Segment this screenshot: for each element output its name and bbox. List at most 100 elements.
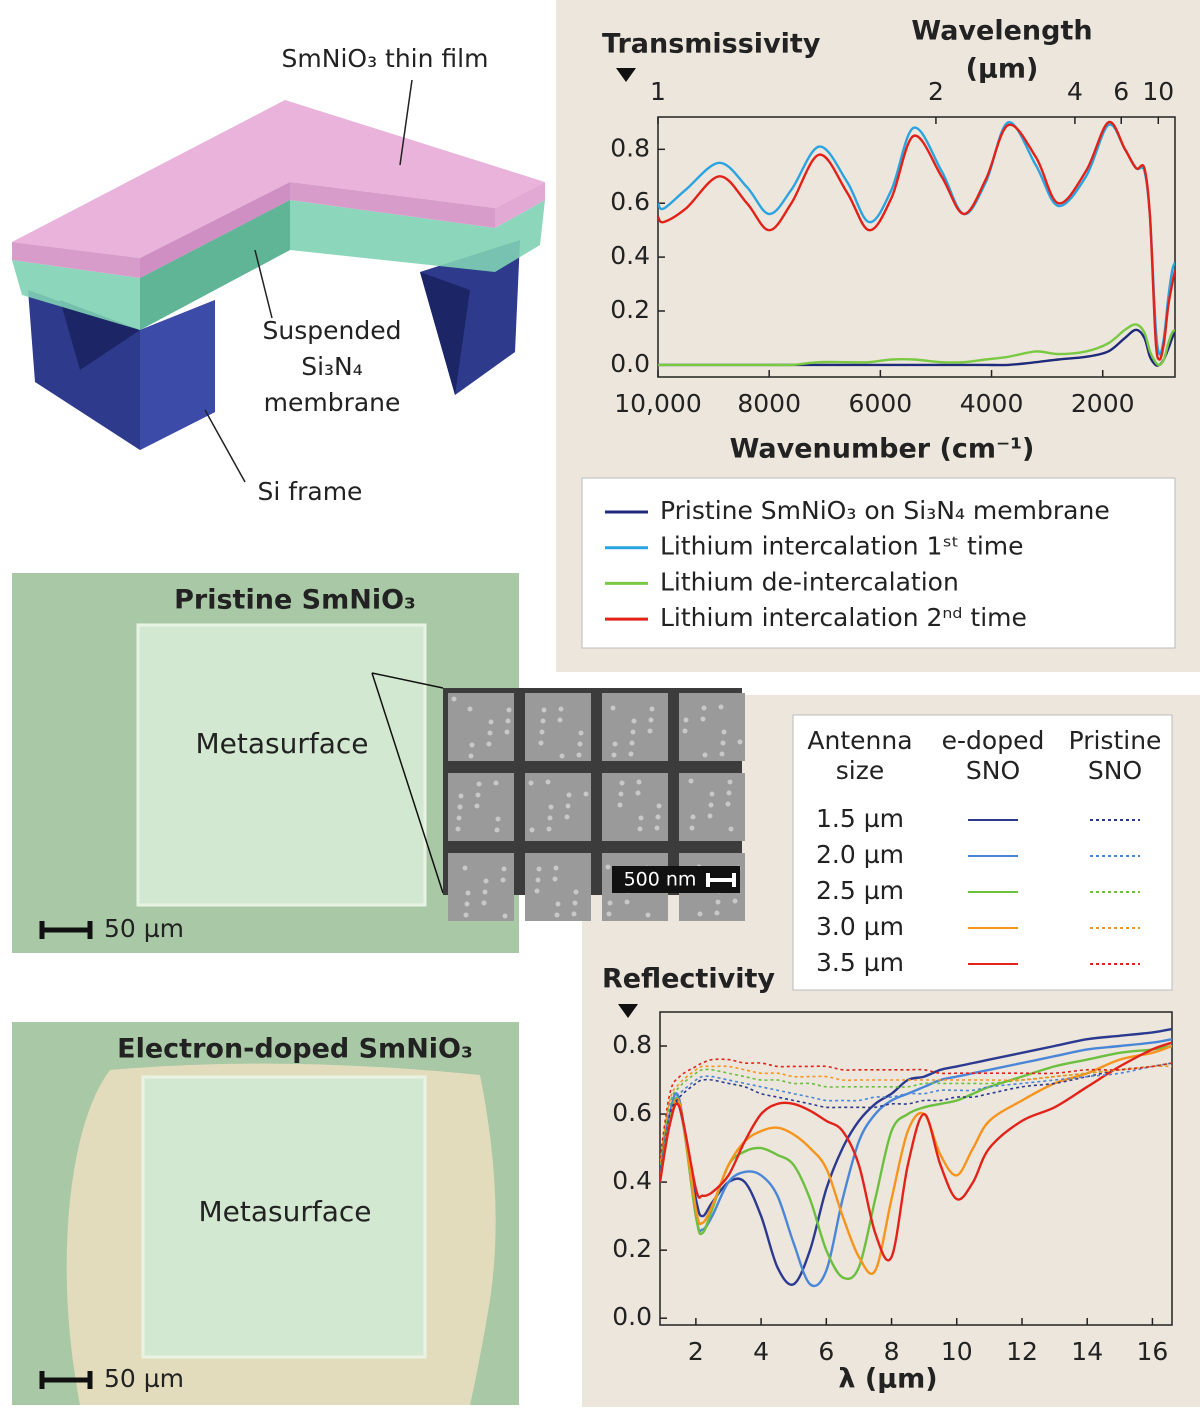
y-axis-title: Reflectivity [602, 964, 775, 995]
sem-grain [546, 826, 552, 832]
sem-grain [451, 696, 457, 702]
sem-grain [645, 912, 651, 918]
y-tick-label: 0.4 [610, 241, 650, 270]
sem-grain [528, 780, 534, 786]
y-tick-label: 0.2 [610, 295, 650, 324]
si-frame [140, 300, 215, 450]
x-tick-label: 10,000 [614, 389, 701, 418]
data-line [660, 1062, 1172, 1166]
sem-grain [583, 791, 589, 797]
sem-grain [535, 877, 541, 883]
sem-grain [558, 706, 564, 712]
sem-square [679, 693, 745, 761]
data-line [660, 1062, 1172, 1166]
y-tick-label: 0.8 [612, 1030, 652, 1059]
sem-grain [726, 790, 732, 796]
leader-line [204, 409, 246, 483]
sem-grain [714, 910, 720, 916]
sem-grain [702, 752, 708, 758]
sem-grain [619, 780, 625, 786]
sem-grain [630, 729, 636, 735]
x-tick-label: 6 [818, 1337, 834, 1366]
sem-square [448, 853, 514, 921]
sem-grain [606, 911, 612, 917]
scale-bar-label: 50 µm [104, 1364, 184, 1393]
data-line [660, 1041, 1172, 1262]
sem-grain [578, 730, 584, 736]
metasurface-region [141, 1075, 427, 1359]
thin-film [12, 100, 545, 258]
sem-grain [465, 890, 471, 896]
sem-grain [636, 779, 642, 785]
sem-grain [571, 911, 577, 917]
sem-grain [628, 751, 634, 757]
sem-grain [486, 741, 492, 747]
legend-label: 3.5 µm [816, 948, 904, 977]
sem-grain [548, 804, 554, 810]
arrow [618, 1004, 638, 1018]
sem-grain [683, 717, 689, 723]
legend-label: Lithium intercalation 2ⁿᵈ time [660, 603, 1027, 632]
sem-grain [688, 778, 694, 784]
legend-header: Antenna [807, 726, 912, 755]
sem-grain [495, 816, 501, 822]
legend-label: 2.0 µm [816, 840, 904, 869]
legend-header: size [836, 756, 884, 785]
thin-film [495, 182, 545, 228]
sem-grain [502, 913, 508, 919]
device-diagram: SmNiO₃ thin film Suspended Si₃N₄ membran… [12, 44, 545, 506]
legend-box [792, 714, 1173, 991]
sem-grain [720, 740, 726, 746]
sem-grain [458, 793, 464, 799]
sem-square [602, 693, 668, 761]
sem-grain [610, 705, 616, 711]
x2-tick-label: 6 [1113, 77, 1129, 106]
leader-line [254, 249, 273, 319]
sem-grain [481, 900, 487, 906]
x-tick-label: 2000 [1071, 389, 1135, 418]
si-frame [420, 272, 470, 395]
sem-grain [474, 803, 480, 809]
legend-label: 2.5 µm [816, 876, 904, 905]
sem-grain [638, 815, 644, 821]
diagram-label: Suspended [263, 316, 402, 345]
diagram-label: membrane [264, 388, 401, 417]
x2-tick-label: 10 [1142, 77, 1174, 106]
sem-grain [555, 901, 561, 907]
legend-header: e-doped [942, 726, 1045, 755]
sem-grain [689, 825, 695, 831]
sem-grain [656, 803, 662, 809]
sem-grain [565, 803, 571, 809]
x-tick-label: 4000 [960, 389, 1024, 418]
sem-grain [701, 705, 707, 711]
sem-grain [737, 739, 743, 745]
y-tick-label: 0.0 [610, 349, 650, 378]
x-tick-label: 14 [1071, 1337, 1103, 1366]
sem-grain [612, 741, 618, 747]
x2-tick-label: 4 [1067, 77, 1083, 106]
sem-grain [457, 804, 463, 810]
sem-grain [500, 877, 506, 883]
sem-grain [554, 912, 560, 918]
sem-grain [719, 751, 725, 757]
scale-bar-label: 500 nm [624, 869, 697, 891]
sem-grain [464, 901, 470, 907]
sem-grain [505, 718, 511, 724]
x-tick-label: 4 [753, 1337, 769, 1366]
sem-grain [564, 814, 570, 820]
x-axis-title: λ (µm) [838, 1364, 937, 1395]
scale-bar [39, 1371, 93, 1389]
sem-grain [682, 728, 688, 734]
legend-label: Pristine SmNiO₃ on Si₃N₄ membrane [660, 496, 1110, 525]
diagram-label: Si₃N₄ [301, 352, 363, 381]
sem-grain [469, 742, 475, 748]
sem-grain [501, 866, 507, 872]
sem-grain [576, 752, 582, 758]
sem-grain [559, 753, 565, 759]
y-tick-label: 0.2 [612, 1234, 652, 1263]
sem-grain [536, 866, 542, 872]
data-line [658, 323, 1175, 367]
sem-grain [483, 878, 489, 884]
sem-grain [504, 729, 510, 735]
